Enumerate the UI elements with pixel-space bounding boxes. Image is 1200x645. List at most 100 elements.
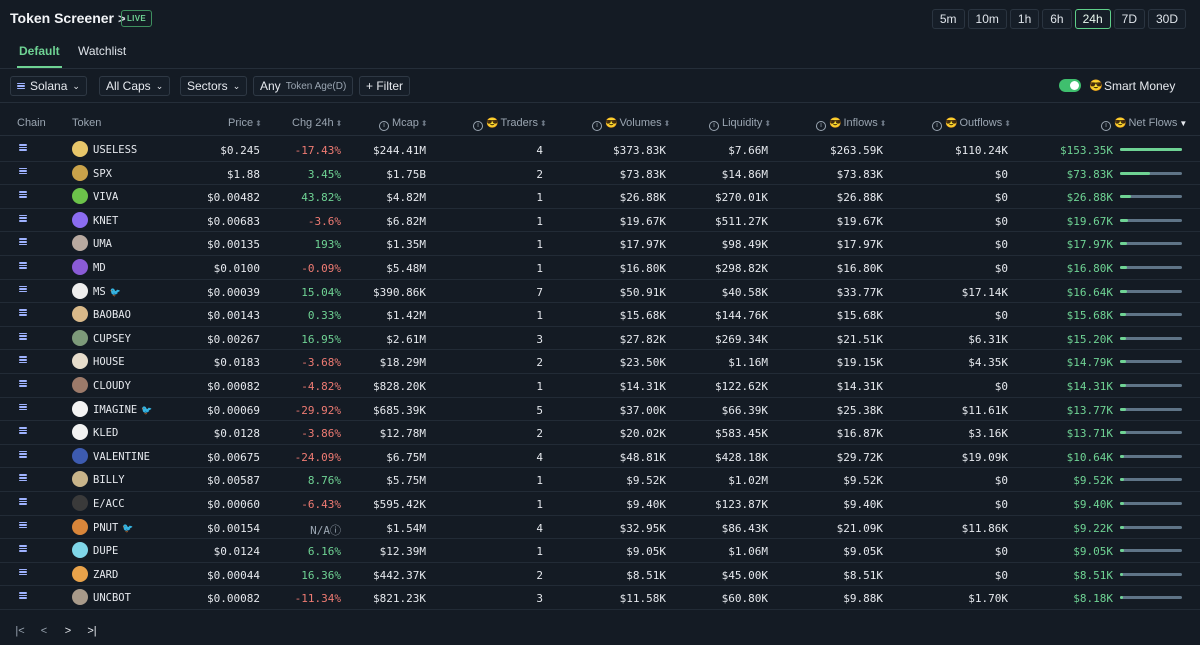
token-logo-icon <box>72 258 88 275</box>
column-volumes[interactable]: i 😎 Volumes ⬍ <box>592 117 670 131</box>
token-name[interactable]: VALENTINE <box>93 451 150 463</box>
timeframe-button[interactable]: 6h <box>1042 9 1072 29</box>
cell-price: $1.88 <box>226 167 260 181</box>
token-name[interactable]: KNET <box>93 215 118 227</box>
cell-chg-value: -11.34% <box>294 592 341 606</box>
timeframe-button[interactable]: 1h <box>1009 9 1040 29</box>
cell-liquidity: $66.39K <box>721 403 768 417</box>
cell-mcap: $1.75B <box>386 167 426 181</box>
cell-netflows: $9.40K <box>1073 497 1113 511</box>
info-icon[interactable]: ⓘ <box>330 523 341 537</box>
cell-chg-value: 0.33% <box>307 309 341 323</box>
cell-volumes: $27.82K <box>619 332 666 346</box>
token-name[interactable]: PNUT 🐦 <box>93 522 134 534</box>
token-age-input[interactable]: Any Token Age(D) <box>253 76 354 96</box>
token-name[interactable]: SPX <box>93 168 112 180</box>
cell-traders: 1 <box>536 191 543 205</box>
netflow-bar-fill <box>1120 596 1124 600</box>
column-chain: Chain <box>17 117 46 129</box>
cell-price: $0.0183 <box>213 356 260 370</box>
twitter-bird-icon[interactable]: 🐦 <box>109 287 121 298</box>
twitter-bird-icon[interactable]: 🐦 <box>141 405 153 416</box>
table-row[interactable]: DUPE $0.0124 6.16% $12.39M 1 $9.05K $1.06M $9.0… <box>0 539 1200 563</box>
token-name-label: ZARD <box>93 568 119 581</box>
table-row[interactable]: CLOUDY $0.00082 -4.82% $828.20K 1 $14.31K $122… <box>0 374 1200 398</box>
netflow-bar-fill <box>1120 501 1124 505</box>
table-row[interactable]: IMAGINE 🐦 $0.00069 -29.92% $685.39K 5 $37.00K $… <box>0 398 1200 422</box>
timeframe-button[interactable]: 10m <box>967 9 1007 29</box>
cell-liquidity: $511.27K <box>715 214 768 228</box>
twitter-bird-icon[interactable]: 🐦 <box>122 523 134 534</box>
netflow-bar-fill <box>1120 336 1127 340</box>
smart-money-toggle[interactable] <box>1059 79 1081 92</box>
token-name[interactable]: ZARD <box>93 569 118 581</box>
table-row[interactable]: PNUT 🐦 $0.00154 N/Aⓘ $1.54M 4 $32.95K $86.43K $2… <box>0 516 1200 540</box>
table-row[interactable]: BAOBAO $0.00143 0.33% $1.42M 1 $15.68K $144.76… <box>0 303 1200 327</box>
token-name[interactable]: KLED <box>93 427 118 439</box>
token-name[interactable]: CLOUDY <box>93 380 131 392</box>
token-name[interactable]: CUPSEY <box>93 333 131 345</box>
cell-netflows: $9.52K <box>1073 474 1113 488</box>
timeframe-button[interactable]: 5m <box>931 9 965 29</box>
token-name[interactable]: E/ACC <box>93 498 125 510</box>
column-netflows[interactable]: i 😎 Net Flows ▼ <box>1101 117 1187 131</box>
token-name[interactable]: BAOBAO <box>93 309 131 321</box>
first-page-button[interactable]: |< <box>15 625 25 637</box>
cell-mcap: $4.82M <box>386 191 426 205</box>
chain-select[interactable]: Solana ⌄ <box>10 76 87 96</box>
tab-watchlist[interactable]: Watchlist <box>78 44 127 58</box>
tab-default[interactable]: Default <box>19 44 60 58</box>
column-liquidity[interactable]: i Liquidity ⬍ <box>709 117 771 131</box>
token-name-label: MD <box>93 261 106 274</box>
column-traders[interactable]: i 😎 Traders ⬍ <box>473 117 547 131</box>
token-name[interactable]: UNCBOT <box>93 592 131 604</box>
netflow-bar-fill <box>1120 549 1124 553</box>
table-row[interactable]: CUPSEY $0.00267 16.95% $2.61M 3 $27.82K $269.3… <box>0 327 1200 351</box>
cell-chg: 15.04% <box>301 286 341 299</box>
token-name[interactable]: VIVA <box>93 191 118 203</box>
table-row[interactable]: ZARD $0.00044 16.36% $442.37K 2 $8.51K $45.00K… <box>0 563 1200 587</box>
table-row[interactable]: UMA $0.00135 193% $1.35M 1 $17.97K $98.49K $17.… <box>0 232 1200 256</box>
table-row[interactable]: KLED $0.0128 -3.86% $12.78M 2 $20.02K $583.45K… <box>0 421 1200 445</box>
token-name[interactable]: IMAGINE 🐦 <box>93 404 152 416</box>
timeframe-button[interactable]: 24h <box>1074 9 1111 29</box>
table-row[interactable]: SPX $1.88 3.45% $1.75B 2 $73.83K $14.86M $73.83… <box>0 162 1200 186</box>
token-name[interactable]: DUPE <box>93 545 118 557</box>
table-row[interactable]: UNCBOT $0.00082 -11.34% $821.23K 3 $11.58K $60… <box>0 586 1200 610</box>
table-row[interactable]: BILLY $0.00587 8.76% $5.75M 1 $9.52K $1.02M $9.… <box>0 468 1200 492</box>
column-outflows[interactable]: i 😎 Outflows ⬍ <box>932 117 1011 131</box>
token-logo-icon <box>72 141 88 157</box>
column-inflows[interactable]: i 😎 Inflows ⬍ <box>816 117 886 131</box>
caps-select[interactable]: All Caps ⌄ <box>99 76 171 96</box>
prev-page-button[interactable]: < <box>40 625 48 637</box>
next-page-button[interactable]: > <box>64 625 72 637</box>
token-name[interactable]: MD <box>93 262 106 274</box>
token-name[interactable]: MS 🐦 <box>93 286 121 298</box>
info-icon: i <box>1101 121 1111 131</box>
table-row[interactable]: MS 🐦 $0.00039 15.04% $390.86K 7 $50.91K $40.58K… <box>0 280 1200 304</box>
column-mcap[interactable]: i Mcap ⬍ <box>379 117 428 131</box>
table-row[interactable]: VALENTINE $0.00675 -24.09% $6.75M 4 $48.81K $4… <box>0 445 1200 469</box>
cell-chg: 0.33% <box>308 309 341 322</box>
table-row[interactable]: MD $0.0100 -0.09% $5.48M 1 $16.80K $298.82K $16… <box>0 256 1200 280</box>
sectors-select[interactable]: Sectors ⌄ <box>180 76 248 96</box>
table-row[interactable]: KNET $0.00683 -3.6% $6.82M 1 $19.67K $511.27K $… <box>0 209 1200 233</box>
table-row[interactable]: E/ACC $0.00060 -6.43% $595.42K 1 $9.40K $123.8… <box>0 492 1200 516</box>
token-name[interactable]: HOUSE <box>93 356 125 368</box>
table-row[interactable]: USELESS $0.245 -17.43% $244.41M 4 $373.83K $7.… <box>0 138 1200 162</box>
add-filter-button[interactable]: + Filter <box>359 76 411 96</box>
cell-volumes: $11.58K <box>619 592 666 606</box>
table-row[interactable]: VIVA $0.00482 43.82% $4.82M 1 $26.88K $270.01K… <box>0 185 1200 209</box>
page-title[interactable]: Token Screener > <box>10 10 126 26</box>
table-row[interactable]: HOUSE $0.0183 -3.68% $18.29M 2 $23.50K $1.16M $… <box>0 350 1200 374</box>
cell-traders: 2 <box>536 427 543 441</box>
timeframe-button[interactable]: 30D <box>1147 9 1186 29</box>
token-name[interactable]: BILLY <box>93 474 125 486</box>
token-name[interactable]: UMA <box>93 238 112 250</box>
column-chg[interactable]: Chg 24h ⬍ <box>292 117 342 129</box>
last-page-button[interactable]: >| <box>87 625 97 637</box>
column-price[interactable]: Price ⬍ <box>228 117 262 129</box>
cell-inflows: $33.77K <box>836 285 883 299</box>
token-name[interactable]: USELESS <box>93 144 137 156</box>
timeframe-button[interactable]: 7D <box>1113 9 1145 29</box>
